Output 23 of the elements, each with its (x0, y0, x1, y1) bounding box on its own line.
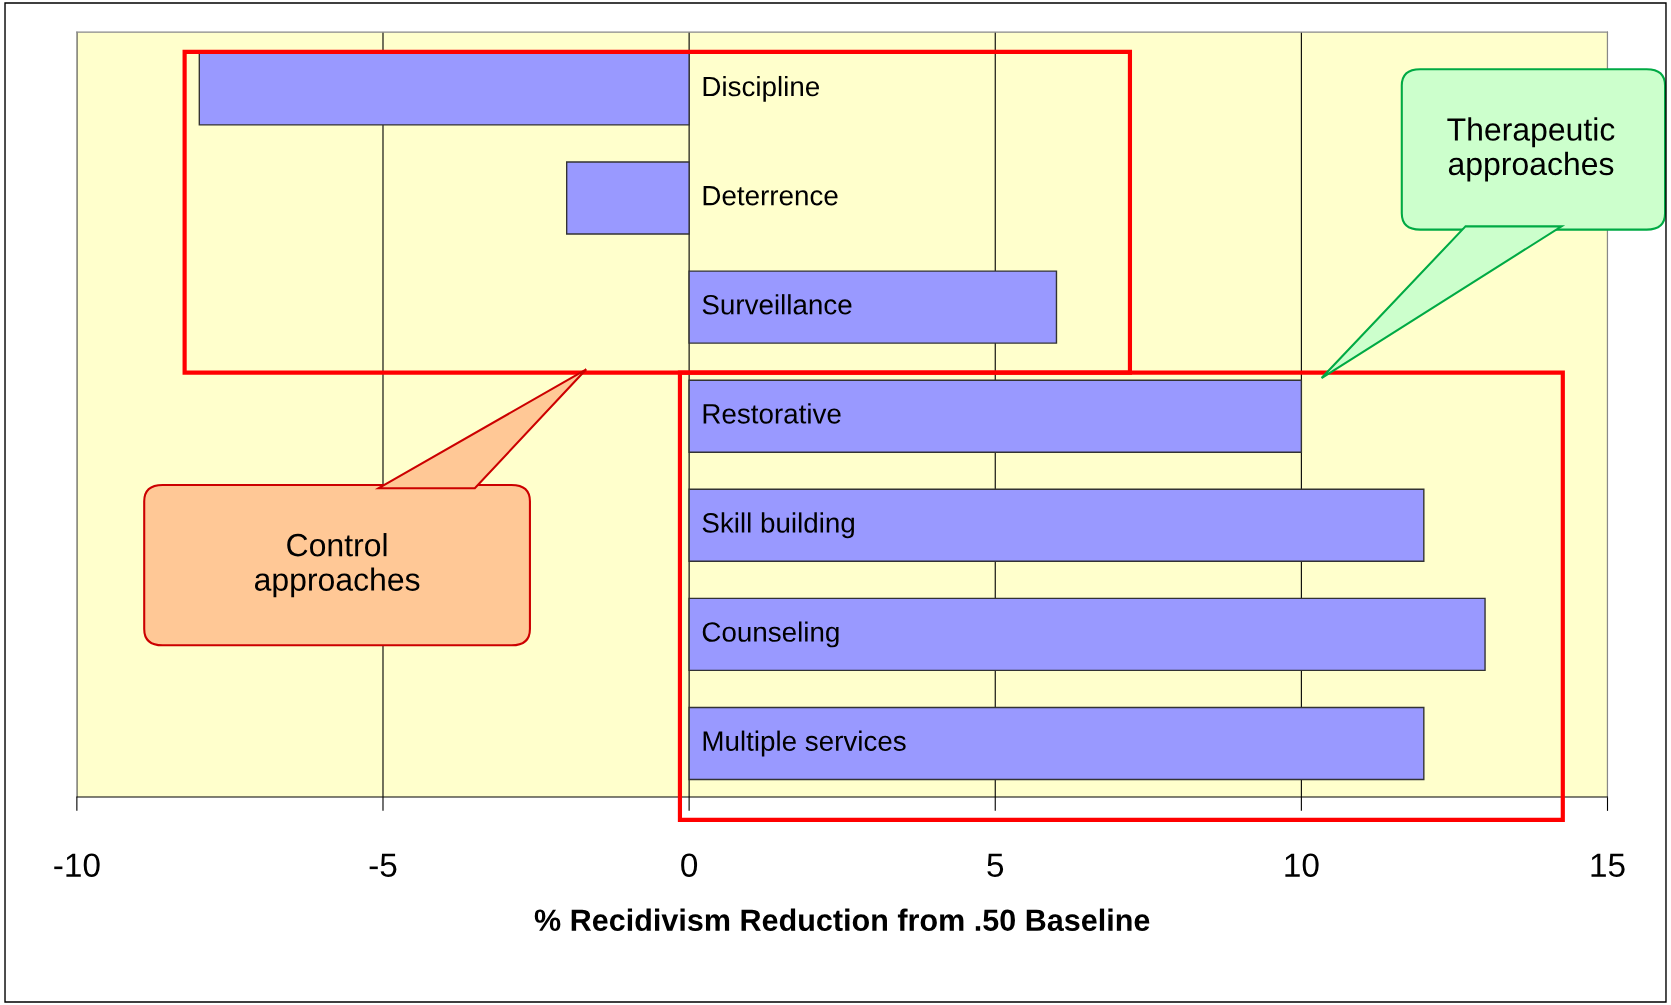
annotation: Therapeutic approaches (1447, 117, 1615, 182)
bar (688, 597, 1486, 672)
x-tick-label: -5 (369, 853, 397, 877)
y-tick-label: Multiple services (703, 730, 906, 757)
bar (565, 161, 690, 235)
y-tick-label: Discipline (703, 75, 819, 102)
y-tick-label: Restorative (703, 403, 841, 424)
x-tick-label: -10 (54, 853, 100, 877)
y-tick-label: Skill building (702, 512, 854, 539)
bar (688, 379, 1303, 453)
x-tick-label: 15 (1591, 853, 1625, 877)
bar (688, 270, 1058, 344)
bar (688, 488, 1425, 562)
bar (198, 52, 690, 126)
y-tick-label: Deterrence (703, 186, 838, 206)
x-tick-label: 5 (987, 853, 1004, 877)
annotation: Control approaches (254, 533, 420, 598)
bar (688, 706, 1425, 781)
x-tick-label: 10 (1285, 853, 1319, 877)
x-axis-title: % Recidivism Reduction from .50 Baseline (534, 908, 1150, 932)
y-tick-label: Counseling (702, 621, 839, 648)
x-tick-label: 0 (681, 853, 698, 877)
y-tick-label: Surveillance (702, 294, 852, 315)
